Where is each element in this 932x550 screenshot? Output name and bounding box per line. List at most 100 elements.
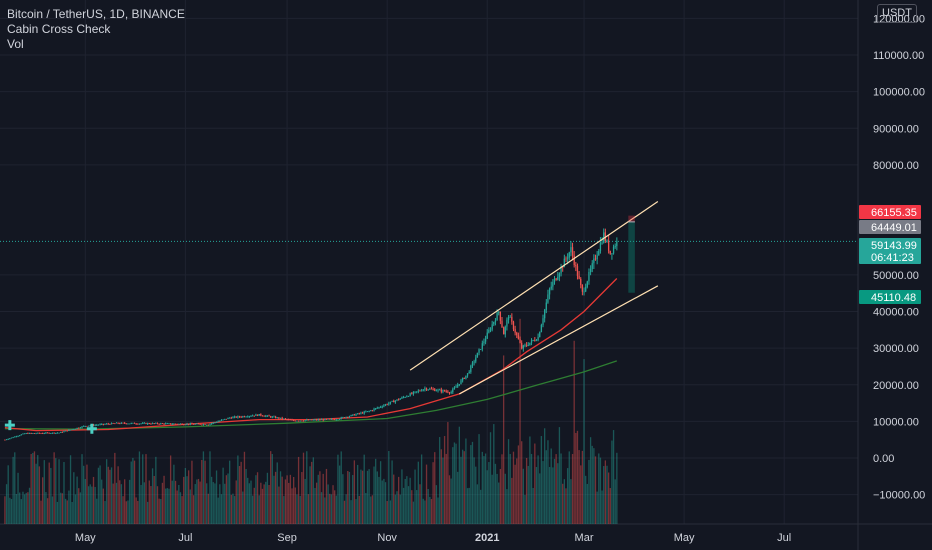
candle-body — [158, 423, 160, 425]
time-axis[interactable]: May Jul Sep Nov 2021 Mar May Jul — [75, 532, 791, 544]
volume-bar — [327, 484, 329, 524]
volume-bar — [199, 481, 201, 524]
volume-bar — [58, 459, 60, 524]
volume-bar — [55, 458, 57, 524]
candle-body — [281, 417, 283, 419]
candle-body — [519, 339, 521, 343]
volume-bar — [555, 454, 557, 524]
candle-body — [214, 422, 216, 424]
volume-bar — [94, 486, 96, 524]
volume-bar — [460, 456, 462, 524]
candle-body — [475, 357, 477, 362]
currency-button[interactable]: USDT — [877, 4, 917, 23]
candle-body — [566, 257, 569, 259]
volume-bar — [210, 476, 213, 524]
volume-bar — [547, 440, 549, 524]
volume-bar — [173, 464, 175, 524]
volume-bar — [81, 454, 83, 524]
volume-bar — [105, 459, 108, 524]
candle-body — [376, 407, 378, 409]
candle-body — [496, 312, 498, 321]
candle-body — [419, 390, 421, 392]
volume-bar — [481, 451, 483, 524]
candle-body — [476, 352, 479, 358]
volume-bar — [488, 462, 490, 524]
candle-body — [171, 423, 173, 425]
price-tag-label: 66155.35 — [871, 207, 917, 219]
candle-body — [489, 329, 492, 331]
candle-body — [27, 433, 29, 435]
position-stop-zone — [628, 215, 635, 222]
volume-bar — [519, 318, 521, 524]
volume-bar — [242, 491, 244, 524]
candle-body — [248, 416, 251, 417]
volume-bar — [247, 477, 249, 524]
volume-bar — [443, 436, 446, 524]
volume-bar — [297, 456, 300, 524]
volume-label[interactable]: Vol — [7, 37, 24, 51]
volume-bar — [281, 476, 283, 524]
candle-body — [322, 419, 324, 421]
volume-bar — [261, 488, 264, 524]
volume-bar — [578, 450, 580, 524]
volume-bar — [591, 445, 593, 524]
candle-body — [371, 410, 374, 412]
volume-bar — [530, 453, 533, 524]
volume-bar — [186, 476, 188, 524]
volume-bar — [437, 497, 439, 524]
volume-bar — [153, 475, 155, 524]
candle-body — [312, 419, 314, 421]
volume-bar — [209, 451, 211, 524]
volume-bar — [453, 442, 456, 524]
symbol-title[interactable]: Bitcoin / TetherUS, 1D, BINANCE — [7, 7, 185, 21]
candle-body — [186, 423, 188, 425]
candle-body — [573, 255, 575, 266]
price-tag-box — [859, 205, 921, 219]
candle-body — [184, 424, 187, 426]
volume-bar — [448, 475, 451, 524]
candle-body — [188, 423, 190, 425]
volume-bar — [133, 460, 136, 524]
indicator-label[interactable]: Cabin Cross Check — [7, 22, 111, 36]
position-tool[interactable] — [628, 215, 635, 293]
volume-bar — [337, 454, 339, 524]
volume-bar — [552, 467, 554, 524]
candle-body — [37, 432, 39, 434]
channel-lower-line — [459, 285, 659, 395]
volume-bar — [447, 422, 449, 524]
volume-bar — [373, 466, 375, 524]
candle-body — [461, 377, 464, 381]
volume-bar — [217, 497, 219, 524]
candle-body — [196, 423, 198, 425]
candle-body — [140, 423, 142, 425]
candle-body — [340, 417, 342, 419]
candle-body — [197, 423, 200, 425]
moving-averages — [4, 278, 618, 432]
volume-bar — [550, 448, 552, 524]
volume-bar — [207, 493, 210, 524]
candle-body — [143, 422, 146, 424]
candle-body — [166, 423, 168, 425]
candle-body — [499, 311, 502, 321]
trend-channel-drawings[interactable] — [0, 201, 858, 395]
candle-body — [191, 423, 193, 425]
volume-bar — [97, 467, 100, 524]
volume-bar — [46, 498, 49, 524]
candle-body — [304, 420, 306, 422]
volume-bar — [225, 475, 228, 524]
candle-body — [601, 242, 603, 244]
time-axis-label: Sep — [277, 532, 297, 544]
volume-bar — [368, 469, 370, 524]
candle-body — [586, 281, 588, 287]
volume-bar — [283, 496, 285, 524]
candle-body — [447, 391, 449, 393]
volume-bar — [599, 457, 602, 524]
volume-bar — [191, 460, 193, 524]
candle-body — [165, 423, 167, 425]
volume-bar — [516, 458, 518, 524]
candle-body — [488, 330, 490, 333]
volume-bar — [112, 483, 114, 524]
volume-bar — [529, 436, 531, 524]
candle-body — [457, 384, 459, 387]
